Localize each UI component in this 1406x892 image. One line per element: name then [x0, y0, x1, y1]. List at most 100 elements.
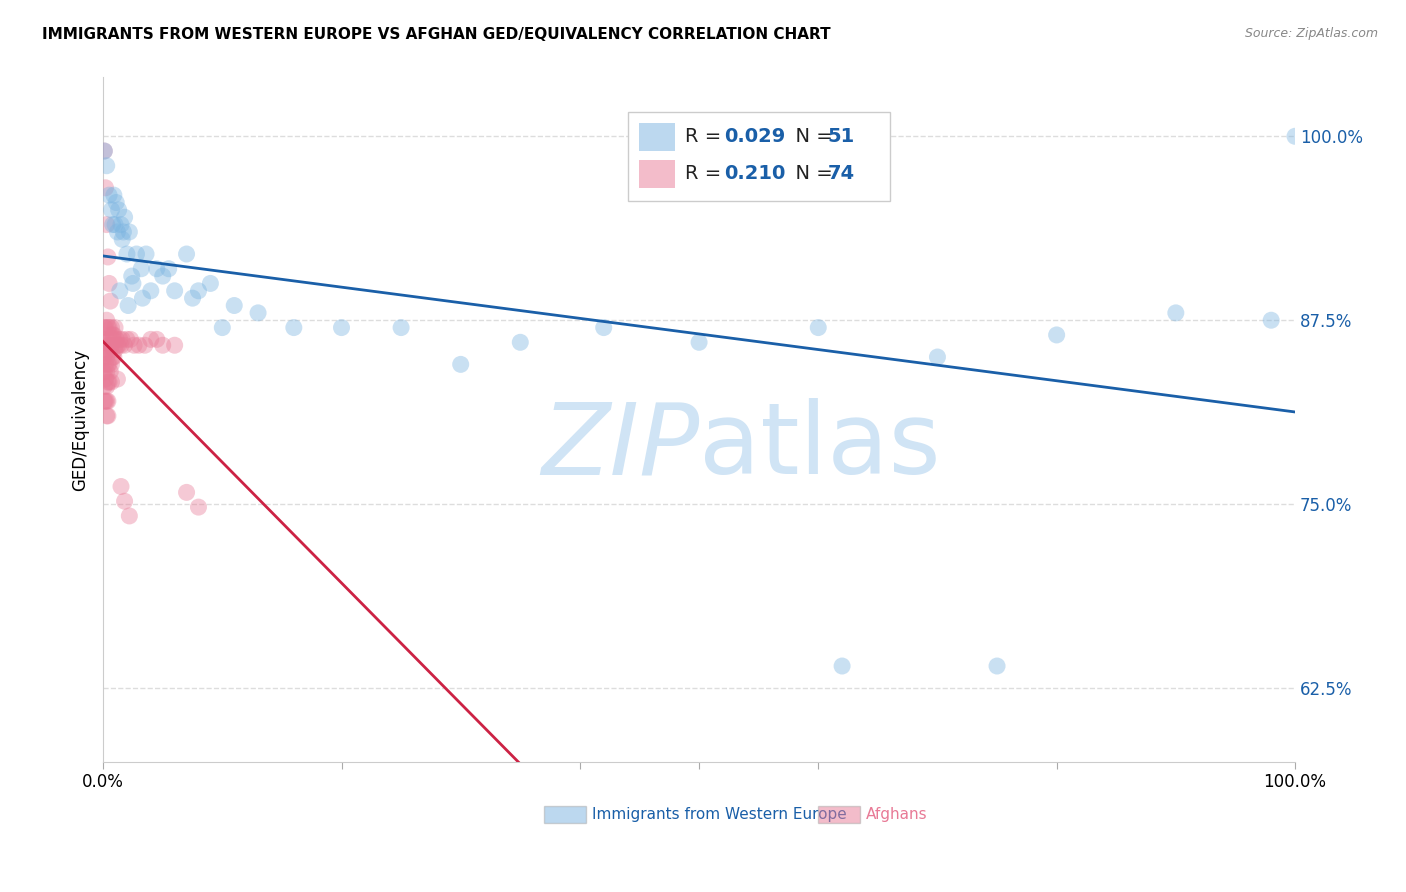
Text: Afghans: Afghans: [866, 807, 928, 822]
Point: [97, 394, 120, 409]
Point: [93, 350, 115, 364]
Point: [139, 284, 162, 298]
Text: R =: R =: [685, 128, 727, 146]
Point: [118, 508, 141, 523]
Point: [91, 350, 114, 364]
Point: [101, 218, 124, 232]
Point: [94, 394, 117, 409]
Text: ZIP: ZIP: [541, 399, 699, 495]
Point: [93, 379, 115, 393]
Point: [450, 357, 472, 371]
Point: [509, 335, 531, 350]
Point: [96, 394, 118, 409]
Point: [96, 332, 118, 346]
Point: [105, 332, 128, 346]
Point: [152, 338, 174, 352]
Point: [176, 485, 198, 500]
Point: [101, 327, 124, 342]
FancyBboxPatch shape: [627, 112, 890, 201]
Point: [93, 365, 115, 379]
Point: [98, 188, 121, 202]
Text: N =: N =: [783, 128, 838, 146]
Point: [176, 247, 198, 261]
Text: 0.210: 0.210: [724, 164, 786, 184]
Point: [96, 409, 118, 423]
Point: [98, 375, 121, 389]
Point: [187, 284, 209, 298]
Point: [114, 211, 136, 225]
Point: [114, 494, 136, 508]
Point: [98, 357, 121, 371]
Text: IMMIGRANTS FROM WESTERN EUROPE VS AFGHAN GED/EQUIVALENCY CORRELATION CHART: IMMIGRANTS FROM WESTERN EUROPE VS AFGHAN…: [42, 27, 831, 42]
Point: [688, 335, 710, 350]
Text: R =: R =: [685, 164, 727, 184]
Point: [128, 338, 150, 352]
Point: [101, 332, 124, 346]
Point: [163, 284, 186, 298]
Point: [97, 409, 120, 423]
Point: [1046, 327, 1069, 342]
Point: [93, 144, 115, 158]
Point: [94, 357, 117, 371]
Text: N =: N =: [783, 164, 838, 184]
Point: [107, 202, 129, 217]
Point: [97, 375, 120, 389]
Bar: [544, 806, 586, 823]
Point: [145, 261, 167, 276]
Point: [91, 365, 114, 379]
Point: [121, 269, 143, 284]
Point: [91, 335, 114, 350]
Point: [831, 659, 853, 673]
Point: [104, 343, 127, 357]
Point: [96, 350, 118, 364]
Point: [139, 332, 162, 346]
Point: [1284, 129, 1306, 144]
Point: [100, 338, 122, 352]
Point: [110, 218, 132, 232]
Point: [283, 320, 305, 334]
Point: [104, 320, 127, 334]
Point: [108, 332, 131, 346]
Point: [93, 335, 115, 350]
Point: [157, 261, 180, 276]
Point: [97, 250, 120, 264]
Point: [98, 343, 121, 357]
Point: [211, 320, 233, 334]
Point: [96, 379, 118, 393]
Point: [97, 320, 120, 334]
Point: [107, 225, 129, 239]
Point: [105, 195, 128, 210]
Point: [134, 338, 156, 352]
Point: [93, 394, 115, 409]
Point: [115, 247, 138, 261]
Point: [98, 365, 121, 379]
Point: [122, 338, 145, 352]
Point: [115, 332, 138, 346]
Point: [101, 350, 124, 364]
Point: [107, 338, 129, 352]
Point: [100, 320, 122, 334]
Point: [145, 332, 167, 346]
Point: [98, 338, 121, 352]
Point: [152, 269, 174, 284]
Point: [104, 218, 127, 232]
Point: [120, 332, 142, 346]
Point: [200, 277, 222, 291]
Point: [94, 372, 117, 386]
Point: [927, 350, 949, 364]
Point: [93, 144, 115, 158]
Point: [103, 327, 125, 342]
Point: [107, 338, 129, 352]
Point: [94, 343, 117, 357]
Y-axis label: GED/Equivalency: GED/Equivalency: [72, 349, 89, 491]
Point: [98, 320, 121, 334]
Bar: [640, 122, 675, 152]
Point: [98, 277, 121, 291]
Point: [103, 188, 125, 202]
Point: [117, 299, 139, 313]
Text: Immigrants from Western Europe: Immigrants from Western Europe: [592, 807, 846, 822]
Point: [129, 261, 152, 276]
Point: [112, 225, 135, 239]
Point: [1164, 306, 1187, 320]
Point: [110, 479, 132, 493]
